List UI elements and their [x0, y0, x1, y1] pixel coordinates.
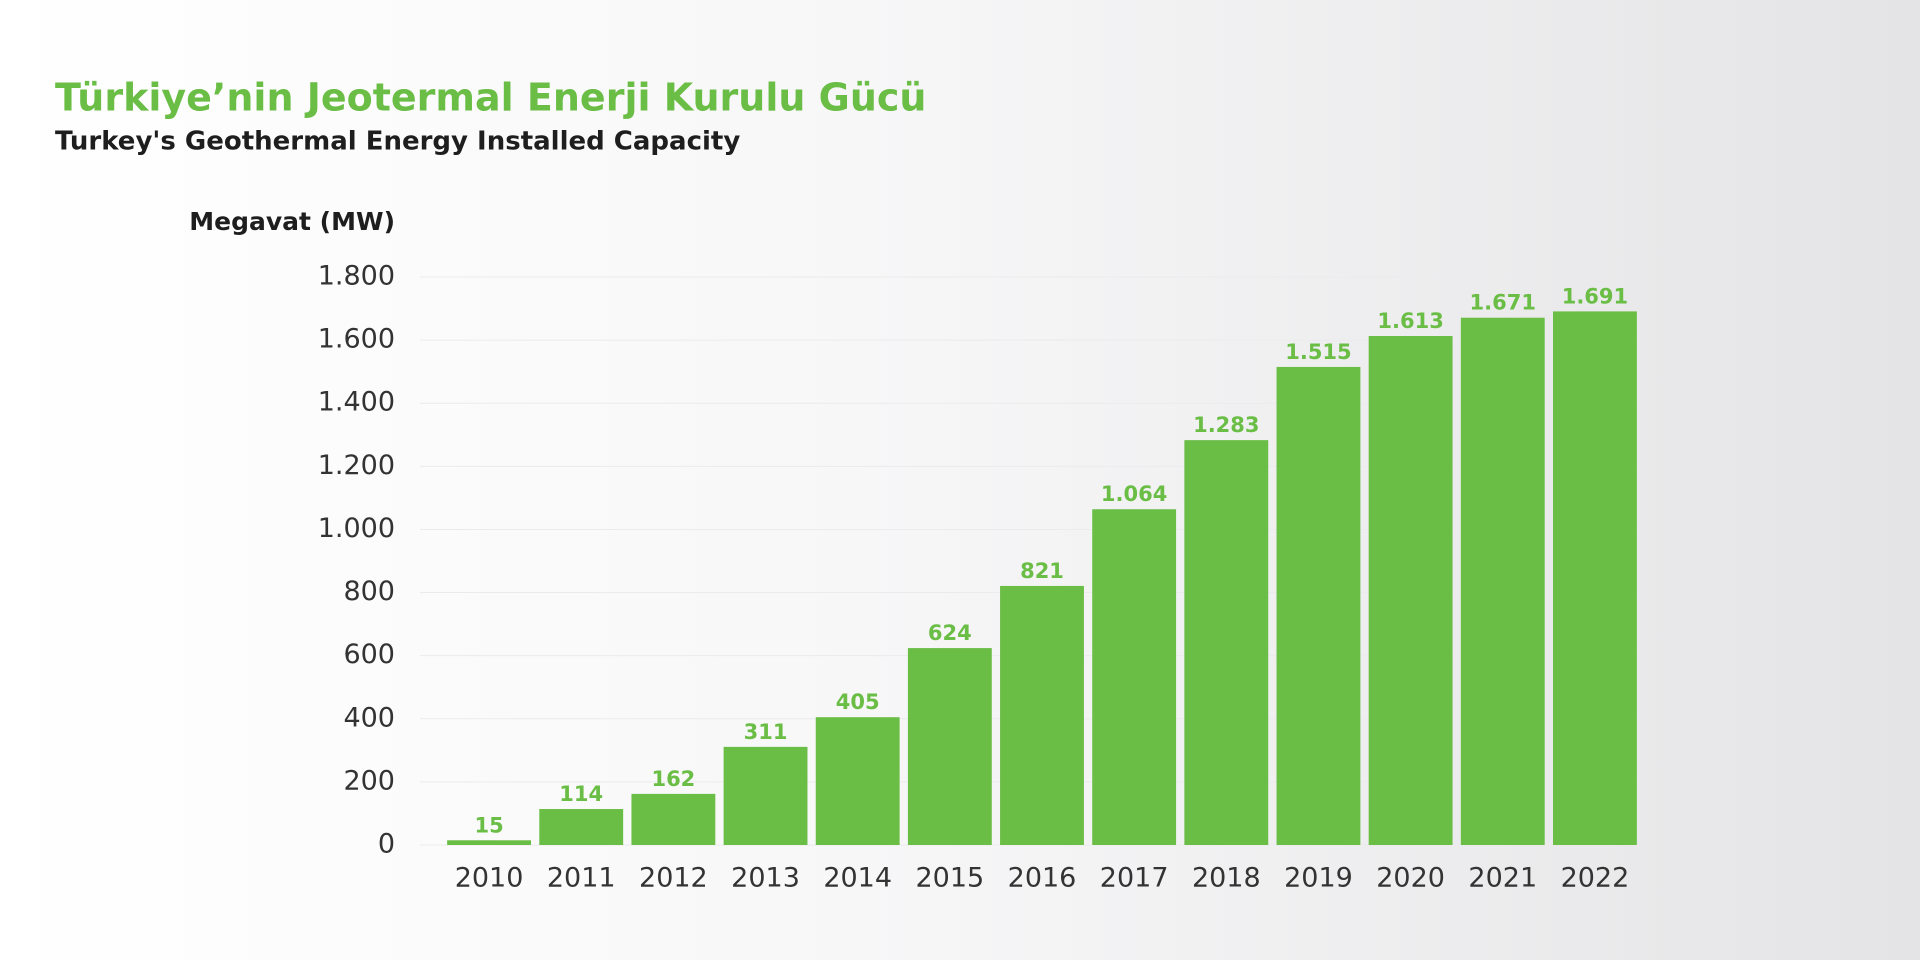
bar: [1276, 366, 1361, 845]
x-tick-label: 2017: [1100, 863, 1169, 894]
bar: [723, 746, 808, 845]
value-label: 1.691: [1562, 284, 1628, 308]
x-tick-label: 2021: [1468, 863, 1537, 894]
value-label: 1.283: [1193, 413, 1259, 437]
x-tick-label: 2020: [1376, 863, 1445, 894]
value-label: 311: [744, 720, 788, 744]
x-tick-label: 2011: [547, 863, 616, 894]
y-axis-label: Megavat (MW): [189, 207, 395, 236]
value-label: 114: [559, 782, 603, 806]
bar: [1092, 509, 1177, 845]
y-tick-label: 1.200: [318, 450, 395, 481]
y-tick-label: 1.800: [318, 261, 395, 292]
chart-subtitle: Turkey's Geothermal Energy Installed Cap…: [55, 127, 740, 157]
bar: [1000, 585, 1084, 845]
x-tick-label: 2022: [1561, 863, 1630, 894]
y-tick-label: 800: [343, 576, 395, 607]
value-label: 1.613: [1377, 309, 1443, 333]
value-label: 162: [651, 767, 695, 791]
y-tick-label: 200: [343, 765, 395, 796]
value-label: 1.515: [1285, 340, 1351, 364]
chart-title: Türkiye’nin Jeotermal Enerji Kurulu Gücü: [55, 76, 926, 120]
value-label: 624: [928, 621, 972, 645]
x-tick-label: 2010: [455, 863, 524, 894]
bar: [907, 648, 992, 845]
bar: [631, 793, 716, 845]
x-tick-label: 2012: [639, 863, 708, 894]
value-label: 15: [474, 813, 503, 837]
x-tick-label: 2013: [731, 863, 800, 894]
bar: [539, 809, 624, 845]
x-tick-label: 2018: [1192, 863, 1261, 894]
bar: [1368, 336, 1453, 845]
y-tick-label: 600: [343, 639, 395, 670]
bar: [1552, 311, 1637, 845]
value-label: 1.064: [1101, 482, 1167, 506]
x-tick-label: 2016: [1008, 863, 1077, 894]
bar: [447, 840, 532, 845]
y-tick-label: 1.400: [318, 387, 395, 418]
value-label: 1.671: [1470, 291, 1536, 315]
bar: [1460, 317, 1545, 845]
y-tick-label: 1.000: [318, 513, 395, 544]
bar: [1184, 440, 1269, 845]
x-tick-label: 2015: [915, 863, 984, 894]
value-label: 821: [1020, 559, 1064, 583]
value-label: 405: [836, 690, 880, 714]
y-tick-label: 0: [378, 829, 395, 860]
y-tick-label: 400: [343, 702, 395, 733]
x-tick-label: 2019: [1284, 863, 1353, 894]
bar: [815, 717, 900, 845]
x-tick-label: 2014: [823, 863, 892, 894]
y-tick-label: 1.600: [318, 324, 395, 355]
